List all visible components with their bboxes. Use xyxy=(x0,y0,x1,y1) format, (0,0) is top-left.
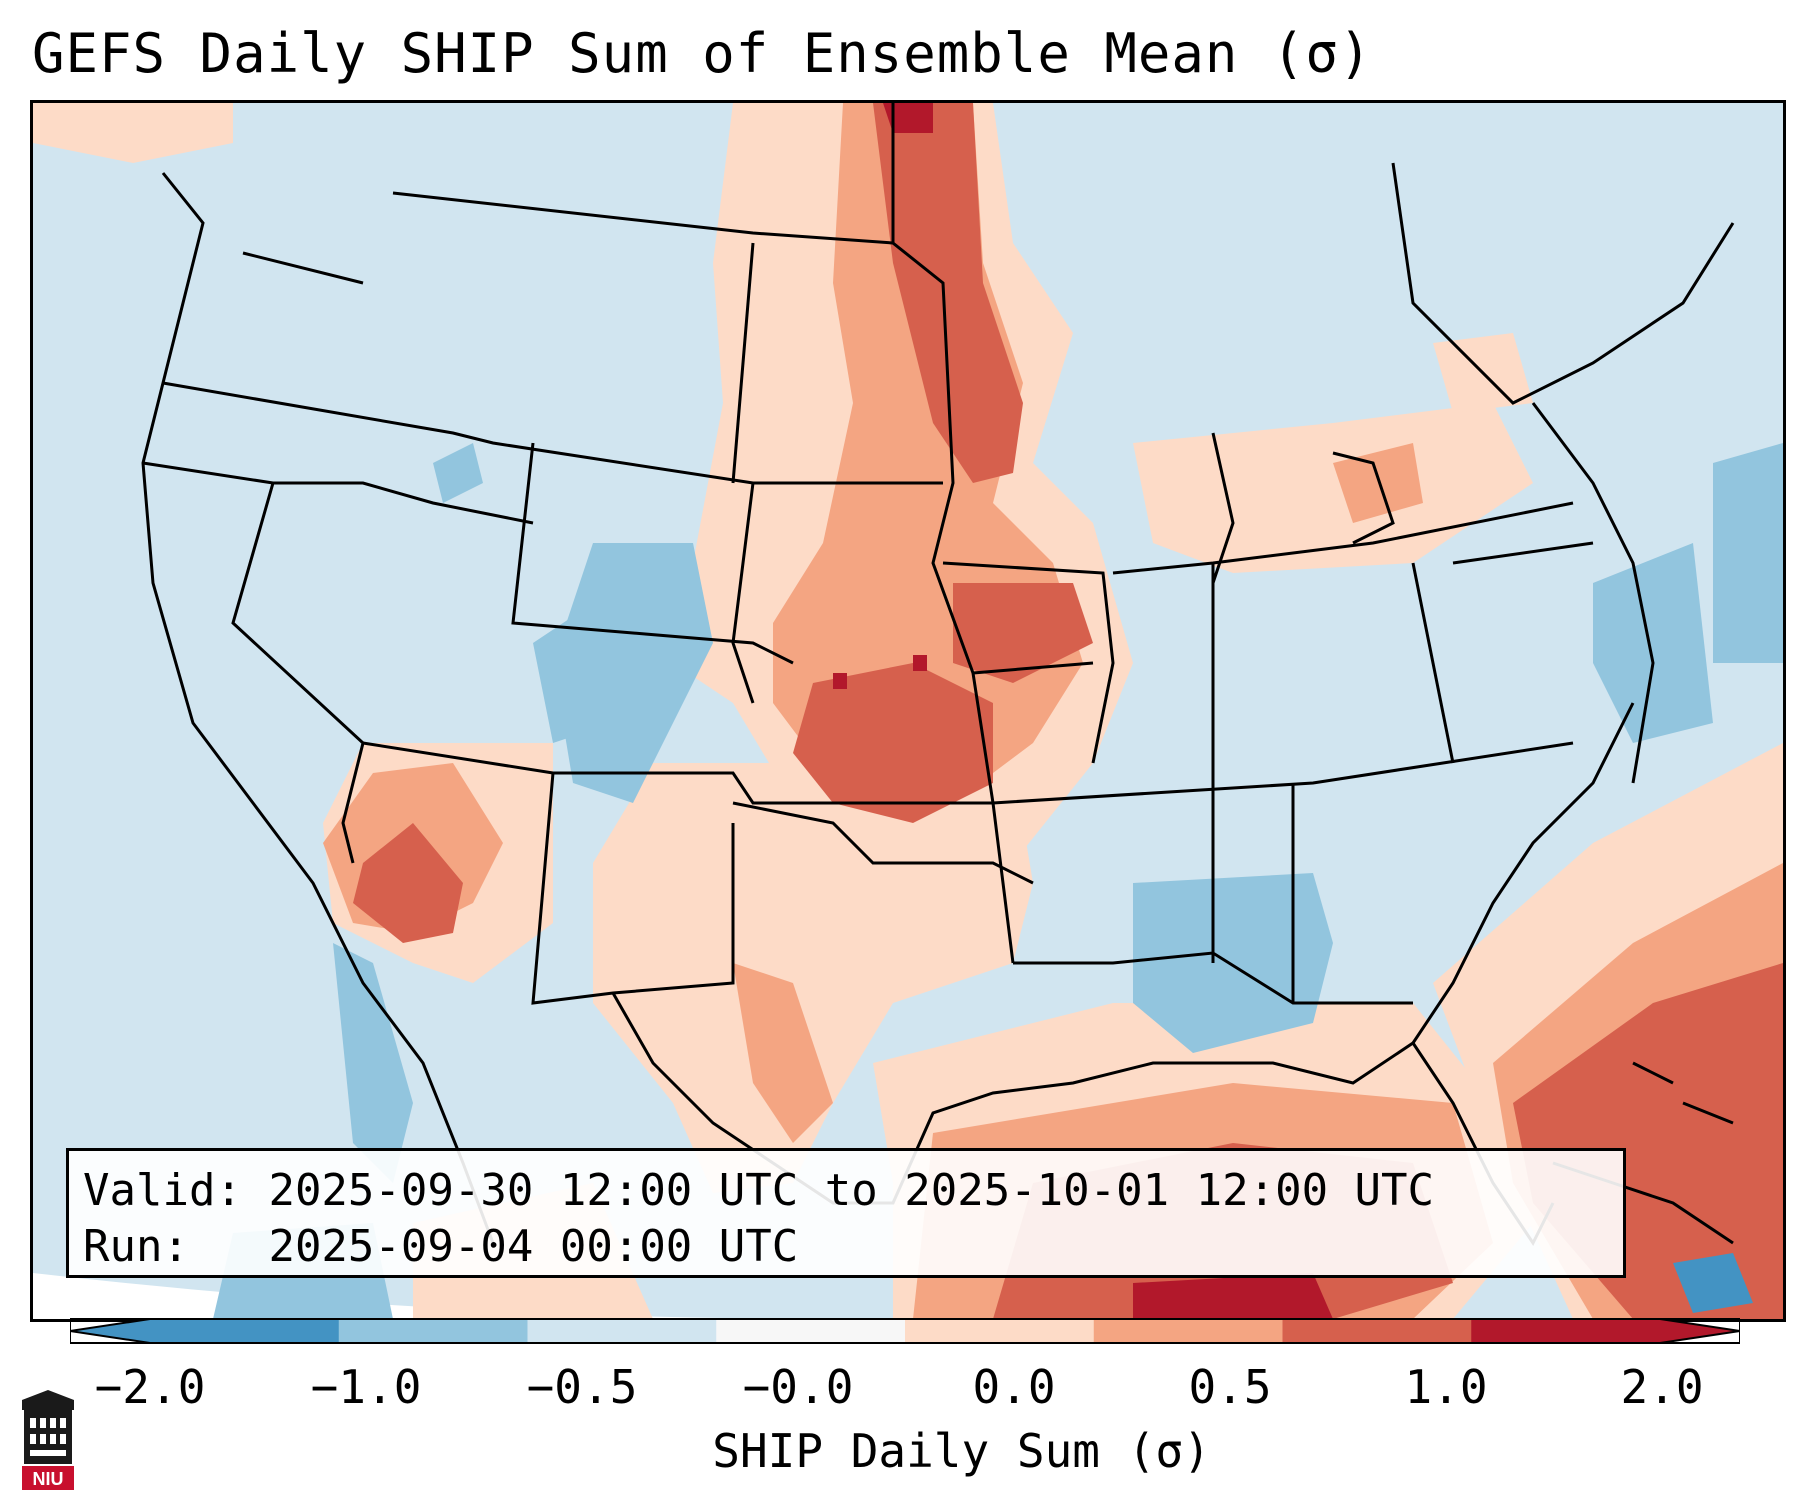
valid-time-range: 2025-09-30 12:00 UTC to 2025-10-01 12:00… xyxy=(268,1165,1435,1216)
colorbar-tick-label: 1.0 xyxy=(1404,1360,1488,1414)
colorbar-segment xyxy=(150,1319,340,1343)
colorbar-segment xyxy=(1093,1319,1283,1343)
colorbar-tick-label: −1.0 xyxy=(310,1360,422,1414)
run-label: Run: xyxy=(83,1221,189,1272)
positive-anomaly-extreme xyxy=(833,103,1333,1319)
logo-text: NIU xyxy=(33,1469,64,1489)
colorbar-ticks: −2.0 −1.0 −0.5 −0.0 0.0 0.5 1.0 2.0 xyxy=(0,1360,1803,1420)
colorbar-tick-label: −2.0 xyxy=(94,1360,206,1414)
anomaly-map xyxy=(33,103,1783,1319)
validity-info-box: Valid: 2025-09-30 12:00 UTC to 2025-10-0… xyxy=(66,1148,1626,1278)
colorbar-segment xyxy=(527,1319,717,1343)
colorbar-segments xyxy=(150,1319,1661,1343)
valid-label: Valid: xyxy=(83,1165,242,1216)
negative-anomaly xyxy=(213,443,1783,1319)
map-panel xyxy=(30,100,1786,1322)
colorbar-tick-label: 2.0 xyxy=(1620,1360,1704,1414)
colorbar-segment xyxy=(338,1319,528,1343)
colorbar-segment xyxy=(1471,1319,1661,1343)
colorbar-label: SHIP Daily Sum (σ) xyxy=(712,1424,1211,1478)
colorbar-tick-label: −0.5 xyxy=(526,1360,638,1414)
map-title: GEFS Daily SHIP Sum of Ensemble Mean (σ) xyxy=(32,22,1373,85)
colorbar-extend-high xyxy=(1660,1319,1740,1343)
colorbar xyxy=(70,1318,1740,1344)
run-time: 2025-09-04 00:00 UTC xyxy=(268,1221,799,1272)
university-tower-icon: NIU xyxy=(22,1390,74,1490)
colorbar-tick-label: 0.5 xyxy=(1188,1360,1272,1414)
colorbar-segment xyxy=(716,1319,906,1343)
colorbar-tick-label: −0.0 xyxy=(742,1360,854,1414)
colorbar-tick-label: 0.0 xyxy=(972,1360,1056,1414)
colorbar-segment xyxy=(905,1319,1095,1343)
colorbar-extend-low xyxy=(70,1319,150,1343)
colorbar-segment xyxy=(1282,1319,1472,1343)
colorbar-outline xyxy=(70,1318,1740,1344)
